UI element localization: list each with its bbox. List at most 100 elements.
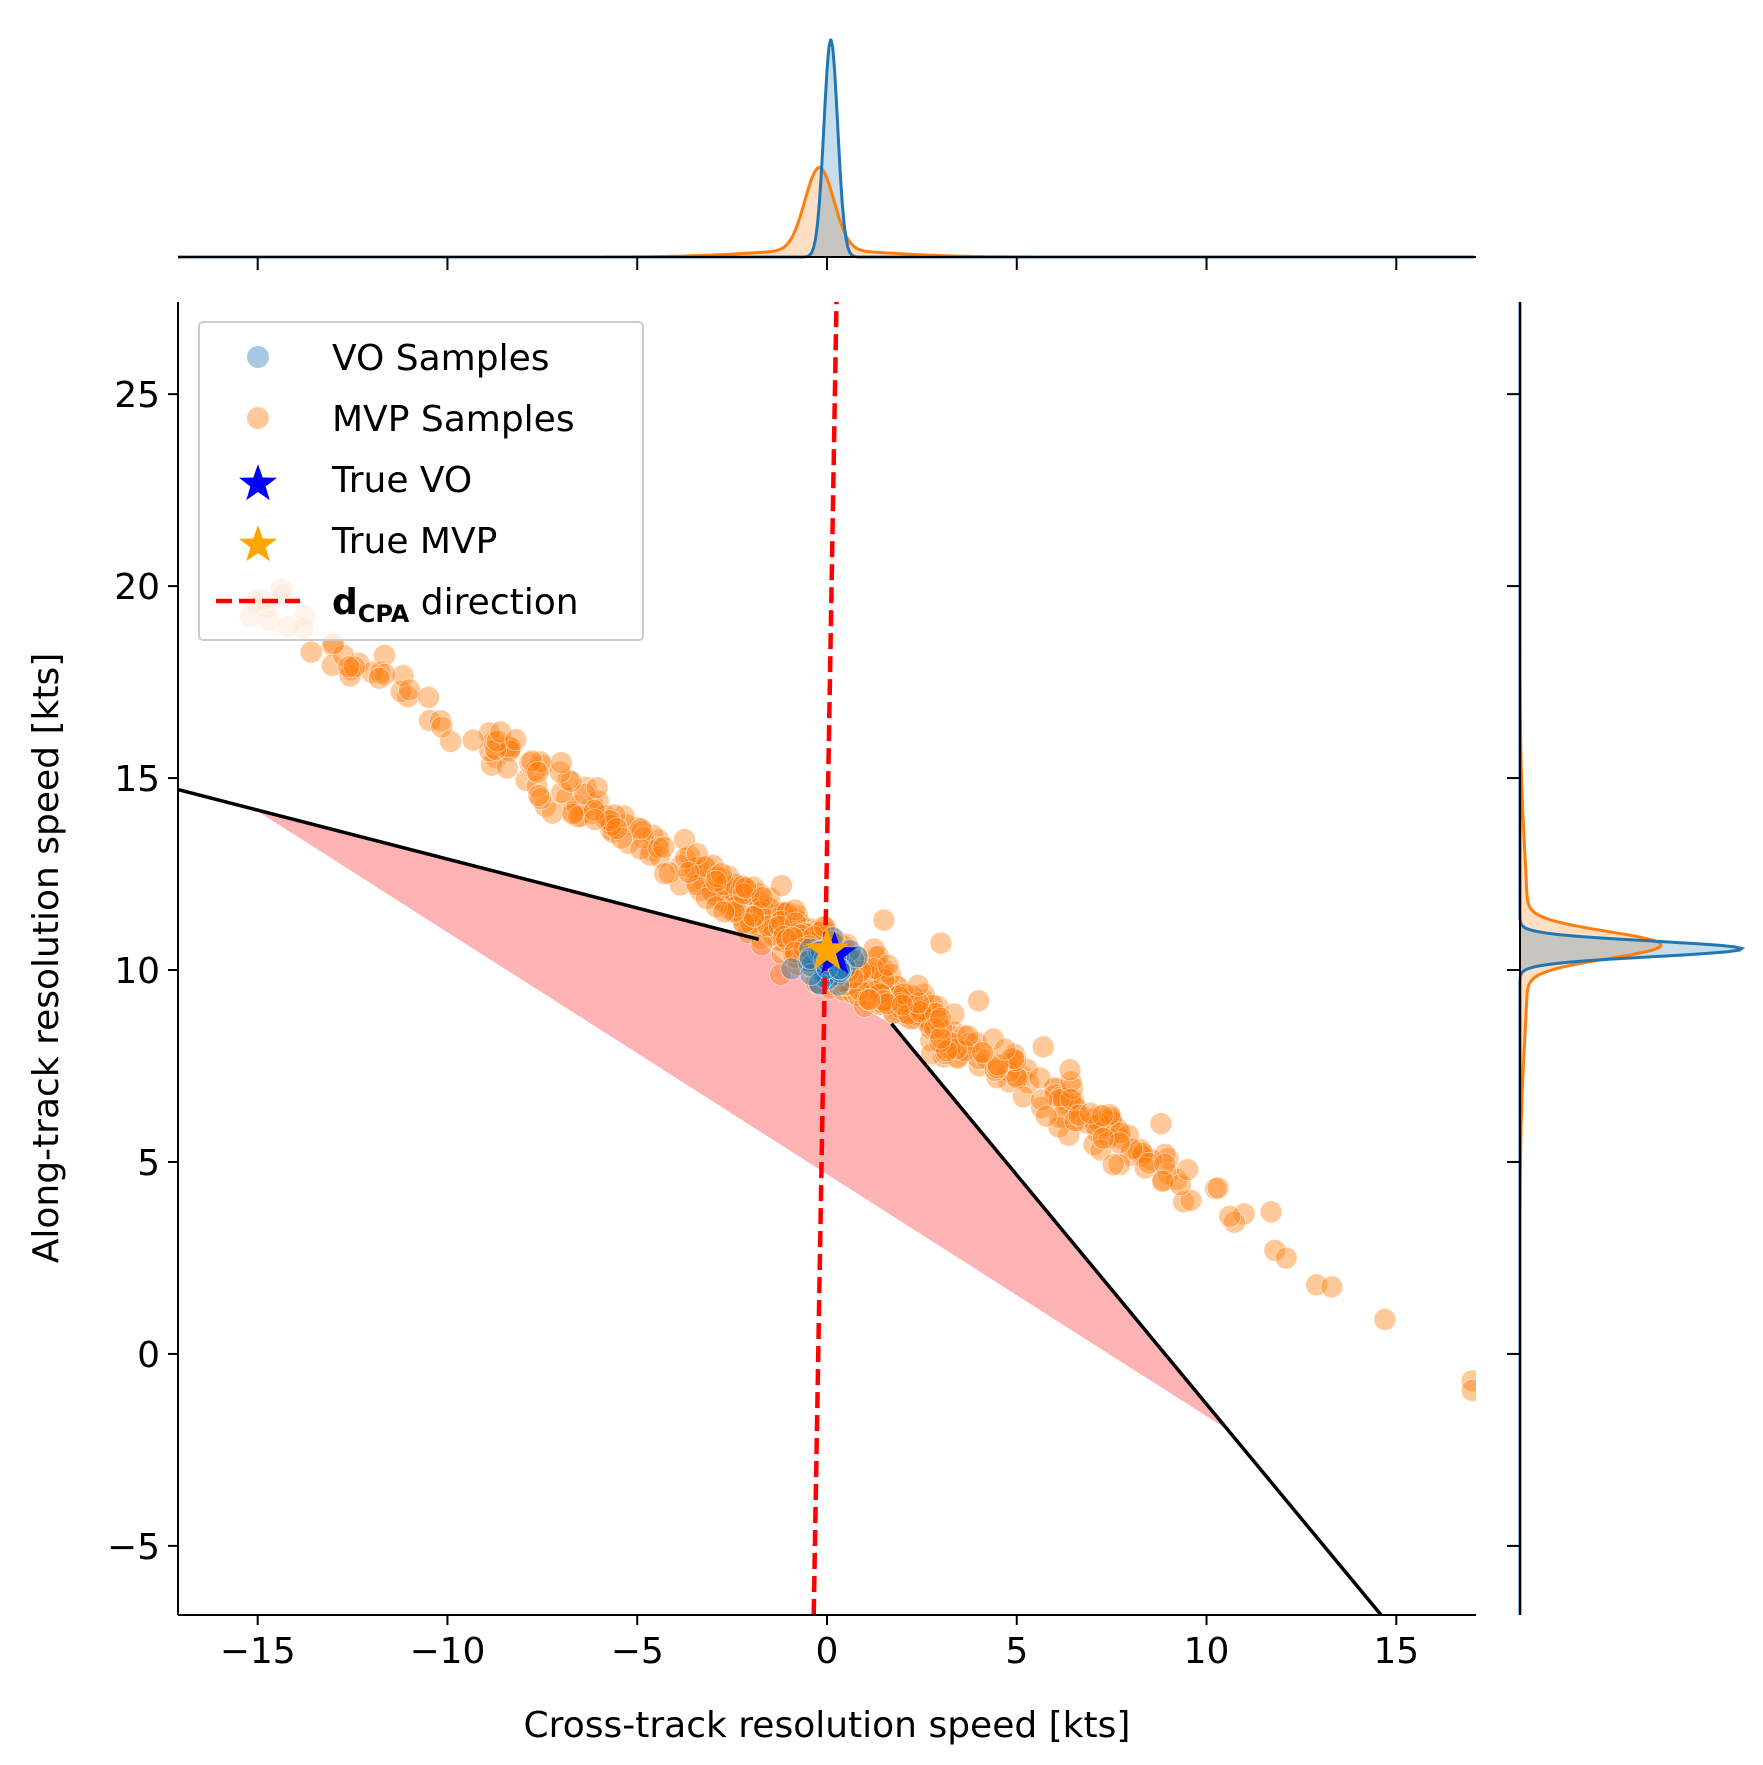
mvp-sample-point <box>1218 1205 1242 1228</box>
x-axis-ticks: −15 −10 −5 0 5 10 15 <box>220 1615 1419 1672</box>
mvp-sample-point <box>891 993 914 1017</box>
mvp-sample-point <box>504 728 528 752</box>
mvp-sample-point <box>770 942 794 966</box>
mvp-sample-point <box>750 886 774 909</box>
mvp-sample-point <box>1153 1152 1177 1176</box>
legend-true-vo-label: True VO <box>331 460 472 501</box>
mvp-sample-point <box>549 751 573 775</box>
mvp-sample-point <box>935 1039 958 1063</box>
mvp-sample-point <box>485 729 509 753</box>
mvp-sample-point <box>1169 1173 1192 1197</box>
vo-sample-point <box>780 957 804 981</box>
mvp-sample-point <box>967 1054 991 1078</box>
mvp-sample-point <box>598 809 622 832</box>
x-tick-label: 10 <box>1184 1631 1230 1672</box>
mvp-sample-point <box>342 655 366 679</box>
legend-dcpa-label: dCPA direction <box>332 582 579 628</box>
mvp-sample-point <box>967 989 991 1013</box>
mvp-sample-point <box>339 658 363 682</box>
mvp-sample-point <box>1047 1088 1071 1111</box>
mvp-sample-point <box>1048 1106 1072 1129</box>
mvp-sample-point <box>929 1006 953 1030</box>
mvp-sample-point <box>520 749 544 773</box>
mvp-sample-point <box>858 988 882 1012</box>
mvp-sample-point <box>677 860 701 884</box>
mvp-sample-point <box>1058 1058 1082 1082</box>
top-kde-fills <box>178 39 1476 257</box>
mvp-sample-point <box>783 940 807 964</box>
mvp-sample-point <box>629 837 653 861</box>
cone-boundary-right-line <box>890 1022 1383 1615</box>
mvp-sample-point <box>1034 1104 1058 1128</box>
legend-dcpa-rest: direction <box>409 582 578 623</box>
mvp-sample-point <box>872 908 896 932</box>
mvp-sample-point <box>906 974 930 997</box>
mvp-sample-point <box>1305 1273 1328 1297</box>
mvp-sample-point <box>769 963 792 986</box>
right-kde-vo-fill <box>1520 302 1742 1615</box>
mvp-sample-point <box>1320 1275 1344 1299</box>
mvp-sample-point <box>569 804 592 828</box>
right-kde-fills <box>1520 302 1742 1615</box>
mvp-sample-point <box>756 914 779 938</box>
mvp-sample-point <box>1117 1123 1140 1147</box>
mvp-sample-point <box>1120 1137 1144 1161</box>
mvp-sample-point <box>1133 1156 1157 1180</box>
cone-boundary-left-line <box>178 787 760 941</box>
mvp-samples-layer <box>238 577 1476 1402</box>
mvp-sample-point <box>1172 1190 1195 1214</box>
legend-mvp-samples-marker <box>247 407 269 429</box>
mvp-sample-point <box>921 993 945 1017</box>
vo-sample-point <box>845 945 869 969</box>
mvp-sample-point <box>1149 1112 1173 1135</box>
mvp-sample-point <box>1017 1071 1040 1095</box>
true-mvp-star-icon <box>804 927 850 970</box>
mvp-sample-point <box>1259 1200 1283 1224</box>
mvp-sample-point <box>373 644 396 667</box>
y-axis-ticks: −5 0 5 10 15 20 25 <box>107 375 178 1568</box>
mvp-sample-point <box>722 900 746 924</box>
mvp-sample-point <box>1204 1177 1227 1201</box>
y-tick-label: 20 <box>114 567 160 608</box>
y-axis-label: Along-track resolution speed [kts] <box>26 653 67 1264</box>
mvp-sample-point <box>674 846 697 870</box>
mvp-sample-point <box>1274 1246 1298 1270</box>
y-tick-label: 0 <box>137 1335 160 1376</box>
top-kde-vo-fill <box>178 39 1476 257</box>
mvp-sample-point <box>770 874 793 897</box>
x-tick-label: 15 <box>1373 1631 1419 1672</box>
mvp-sample-point <box>583 808 607 831</box>
mvp-sample-point <box>1091 1126 1115 1150</box>
legend-mvp-samples-label: MVP Samples <box>332 399 575 440</box>
top-marginal-kde <box>178 38 1476 270</box>
mvp-sample-point <box>1078 1101 1102 1125</box>
mvp-sample-point <box>518 751 542 775</box>
mvp-sample-point <box>439 730 463 753</box>
mvp-sample-point <box>1031 1035 1055 1059</box>
x-tick-label: 5 <box>1005 1631 1028 1672</box>
x-tick-label: 0 <box>816 1631 839 1672</box>
right-kde-mvp-fill <box>1520 302 1662 1615</box>
mvp-sample-point <box>684 860 708 883</box>
mvp-sample-point <box>986 1053 1010 1077</box>
mvp-sample-point <box>929 1026 953 1050</box>
legend-true-mvp-label: True MVP <box>331 521 497 562</box>
mvp-sample-point <box>653 862 676 885</box>
x-tick-label: −10 <box>409 1631 485 1672</box>
mvp-sample-point <box>1206 1176 1230 1200</box>
mvp-sample-point <box>1460 1379 1476 1402</box>
mvp-sample-point <box>612 804 636 828</box>
x-tick-label: −15 <box>220 1631 296 1672</box>
mvp-sample-point <box>1101 1153 1125 1176</box>
mvp-sample-point <box>529 787 553 811</box>
mvp-sample-point <box>712 900 736 924</box>
mvp-sample-point <box>391 664 415 687</box>
mvp-sample-point <box>417 686 440 709</box>
legend-vo-samples-marker <box>247 346 269 368</box>
mvp-sample-point <box>1059 1070 1083 1094</box>
top-kde-mvp-fill <box>178 167 1476 257</box>
mvp-sample-point <box>429 709 452 733</box>
y-tick-label: 5 <box>137 1143 160 1184</box>
legend-vo-samples-label: VO Samples <box>332 338 550 379</box>
mvp-sample-point <box>971 1041 995 1064</box>
